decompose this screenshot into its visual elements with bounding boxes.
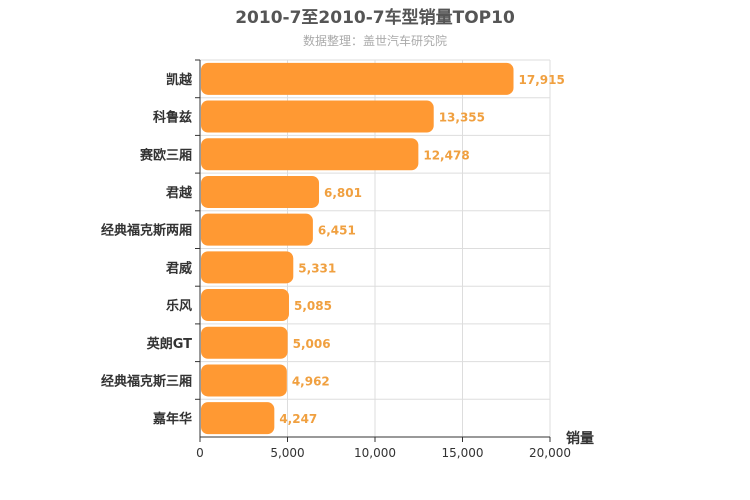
category-label: 经典福克斯三厢 [101,373,192,389]
value-label: 4,247 [279,412,317,426]
category-label: 凯越 [166,72,193,88]
value-label: 5,085 [294,299,332,313]
x-tick-label: 10,000 [354,446,396,460]
value-label: 5,006 [293,337,331,351]
category-label: 君威 [166,260,192,276]
x-tick-label: 0 [196,446,204,460]
value-label: 13,355 [439,111,485,125]
value-label: 12,478 [423,148,469,162]
value-label: 6,451 [318,224,356,238]
category-label: 英朗GT [146,336,192,352]
value-label: 4,962 [292,374,330,388]
value-label: 6,801 [324,186,362,200]
category-label: 君越 [166,185,193,201]
bar [201,364,287,397]
bar [201,175,320,208]
bar [201,402,275,435]
bar [201,62,514,95]
chart-title: 2010-7至2010-7车型销量TOP10 [235,7,515,28]
value-label: 5,331 [298,261,336,275]
value-label: 17,915 [519,73,565,87]
category-label: 经典福克斯两厢 [101,223,192,239]
chart-subtitle: 数据整理：盖世汽车研究院 [303,33,447,48]
x-tick-label: 5,000 [270,446,304,460]
x-tick-label: 20,000 [529,446,571,460]
bar [201,100,434,133]
category-label: 嘉年华 [152,411,192,427]
bar [201,326,288,359]
bar [201,213,313,246]
bar [201,289,289,322]
x-axis-title: 销量 [566,430,594,447]
bar [201,251,294,284]
category-label: 乐风 [166,298,192,314]
category-label: 科鲁兹 [153,110,192,126]
labels: 0 5,000 10,000 15,000 20,000 凯越 17,915 科鲁兹 13,35… [101,59,571,460]
category-label: 赛欧三厢 [139,147,192,163]
x-tick-label: 15,000 [442,446,484,460]
bar [201,138,419,171]
bars [201,62,514,435]
